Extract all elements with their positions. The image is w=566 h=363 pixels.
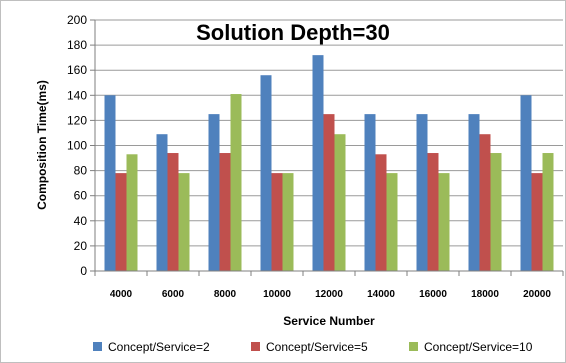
bar-4000-series-1	[104, 95, 116, 271]
bar-8000-series-2	[219, 153, 231, 271]
bar-20000-series-2	[531, 173, 543, 271]
chart-title: Solution Depth=30	[196, 20, 390, 45]
x-axis-title: Service Number	[283, 314, 375, 328]
bar-14000-series-2	[375, 154, 387, 271]
bar-8000-series-1	[208, 114, 220, 271]
y-tick-label: 200	[67, 13, 87, 27]
bar-18000-series-2	[479, 134, 491, 271]
x-tick-label: 8000	[214, 289, 237, 300]
y-tick-label: 120	[67, 113, 87, 127]
bar-4000-series-3	[126, 154, 138, 271]
x-tick-label: 20000	[523, 289, 551, 300]
x-tick-label: 4000	[110, 289, 133, 300]
bar-18000-series-1	[468, 114, 480, 271]
legend: Concept/Service=2 Concept/Service=5 Concep…	[93, 340, 533, 354]
y-tick-labels: 0 20 40 60 80 100 120 140 160 180 200	[67, 13, 87, 278]
bar-20000-series-1	[520, 95, 532, 271]
axes	[90, 19, 564, 276]
bar-16000-series-3	[438, 173, 450, 271]
bar-12000-series-3	[334, 134, 346, 271]
bar-16000-series-1	[416, 114, 428, 271]
bar-18000-series-3	[490, 153, 502, 271]
bar-4000-series-2	[115, 173, 127, 271]
y-tick-label: 180	[67, 38, 87, 52]
bar-6000-series-3	[178, 173, 190, 271]
y-tick-label: 20	[74, 239, 88, 253]
y-tick-label: 0	[80, 264, 87, 278]
bar-12000-series-1	[312, 55, 324, 271]
bar-10000-series-2	[271, 173, 283, 271]
legend-swatch-1	[93, 342, 102, 351]
legend-label-2: Concept/Service=5	[266, 340, 368, 354]
bar-6000-series-1	[156, 134, 168, 271]
x-tick-label: 10000	[263, 289, 291, 300]
legend-label-1: Concept/Service=2	[108, 340, 210, 354]
bars	[104, 55, 554, 271]
x-tick-label: 14000	[367, 289, 395, 300]
y-tick-label: 100	[67, 139, 87, 153]
bar-12000-series-2	[323, 114, 335, 271]
bar-10000-series-1	[260, 75, 272, 271]
y-tick-label: 140	[67, 88, 87, 102]
legend-swatch-2	[251, 342, 260, 351]
bar-20000-series-3	[542, 153, 554, 271]
y-tick-label: 60	[74, 189, 88, 203]
legend-swatch-3	[409, 342, 418, 351]
y-tick-label: 40	[74, 214, 88, 228]
bar-14000-series-1	[364, 114, 376, 271]
x-tick-label: 12000	[315, 289, 343, 300]
bar-16000-series-2	[427, 153, 439, 271]
bar-10000-series-3	[282, 173, 294, 271]
bar-6000-series-2	[167, 153, 179, 271]
x-tick-label: 18000	[471, 289, 499, 300]
bar-14000-series-3	[386, 173, 398, 271]
x-tick-label: 6000	[162, 289, 185, 300]
y-tick-label: 160	[67, 63, 87, 77]
legend-label-3: Concept/Service=10	[424, 340, 533, 354]
y-tick-label: 80	[74, 164, 88, 178]
y-axis-title: Composition Time(ms)	[35, 80, 49, 210]
x-tick-labels: 4000 6000 8000 10000 12000 14000 16000 18000 200…	[110, 289, 551, 300]
bar-8000-series-3	[230, 94, 242, 271]
x-tick-label: 16000	[419, 289, 447, 300]
